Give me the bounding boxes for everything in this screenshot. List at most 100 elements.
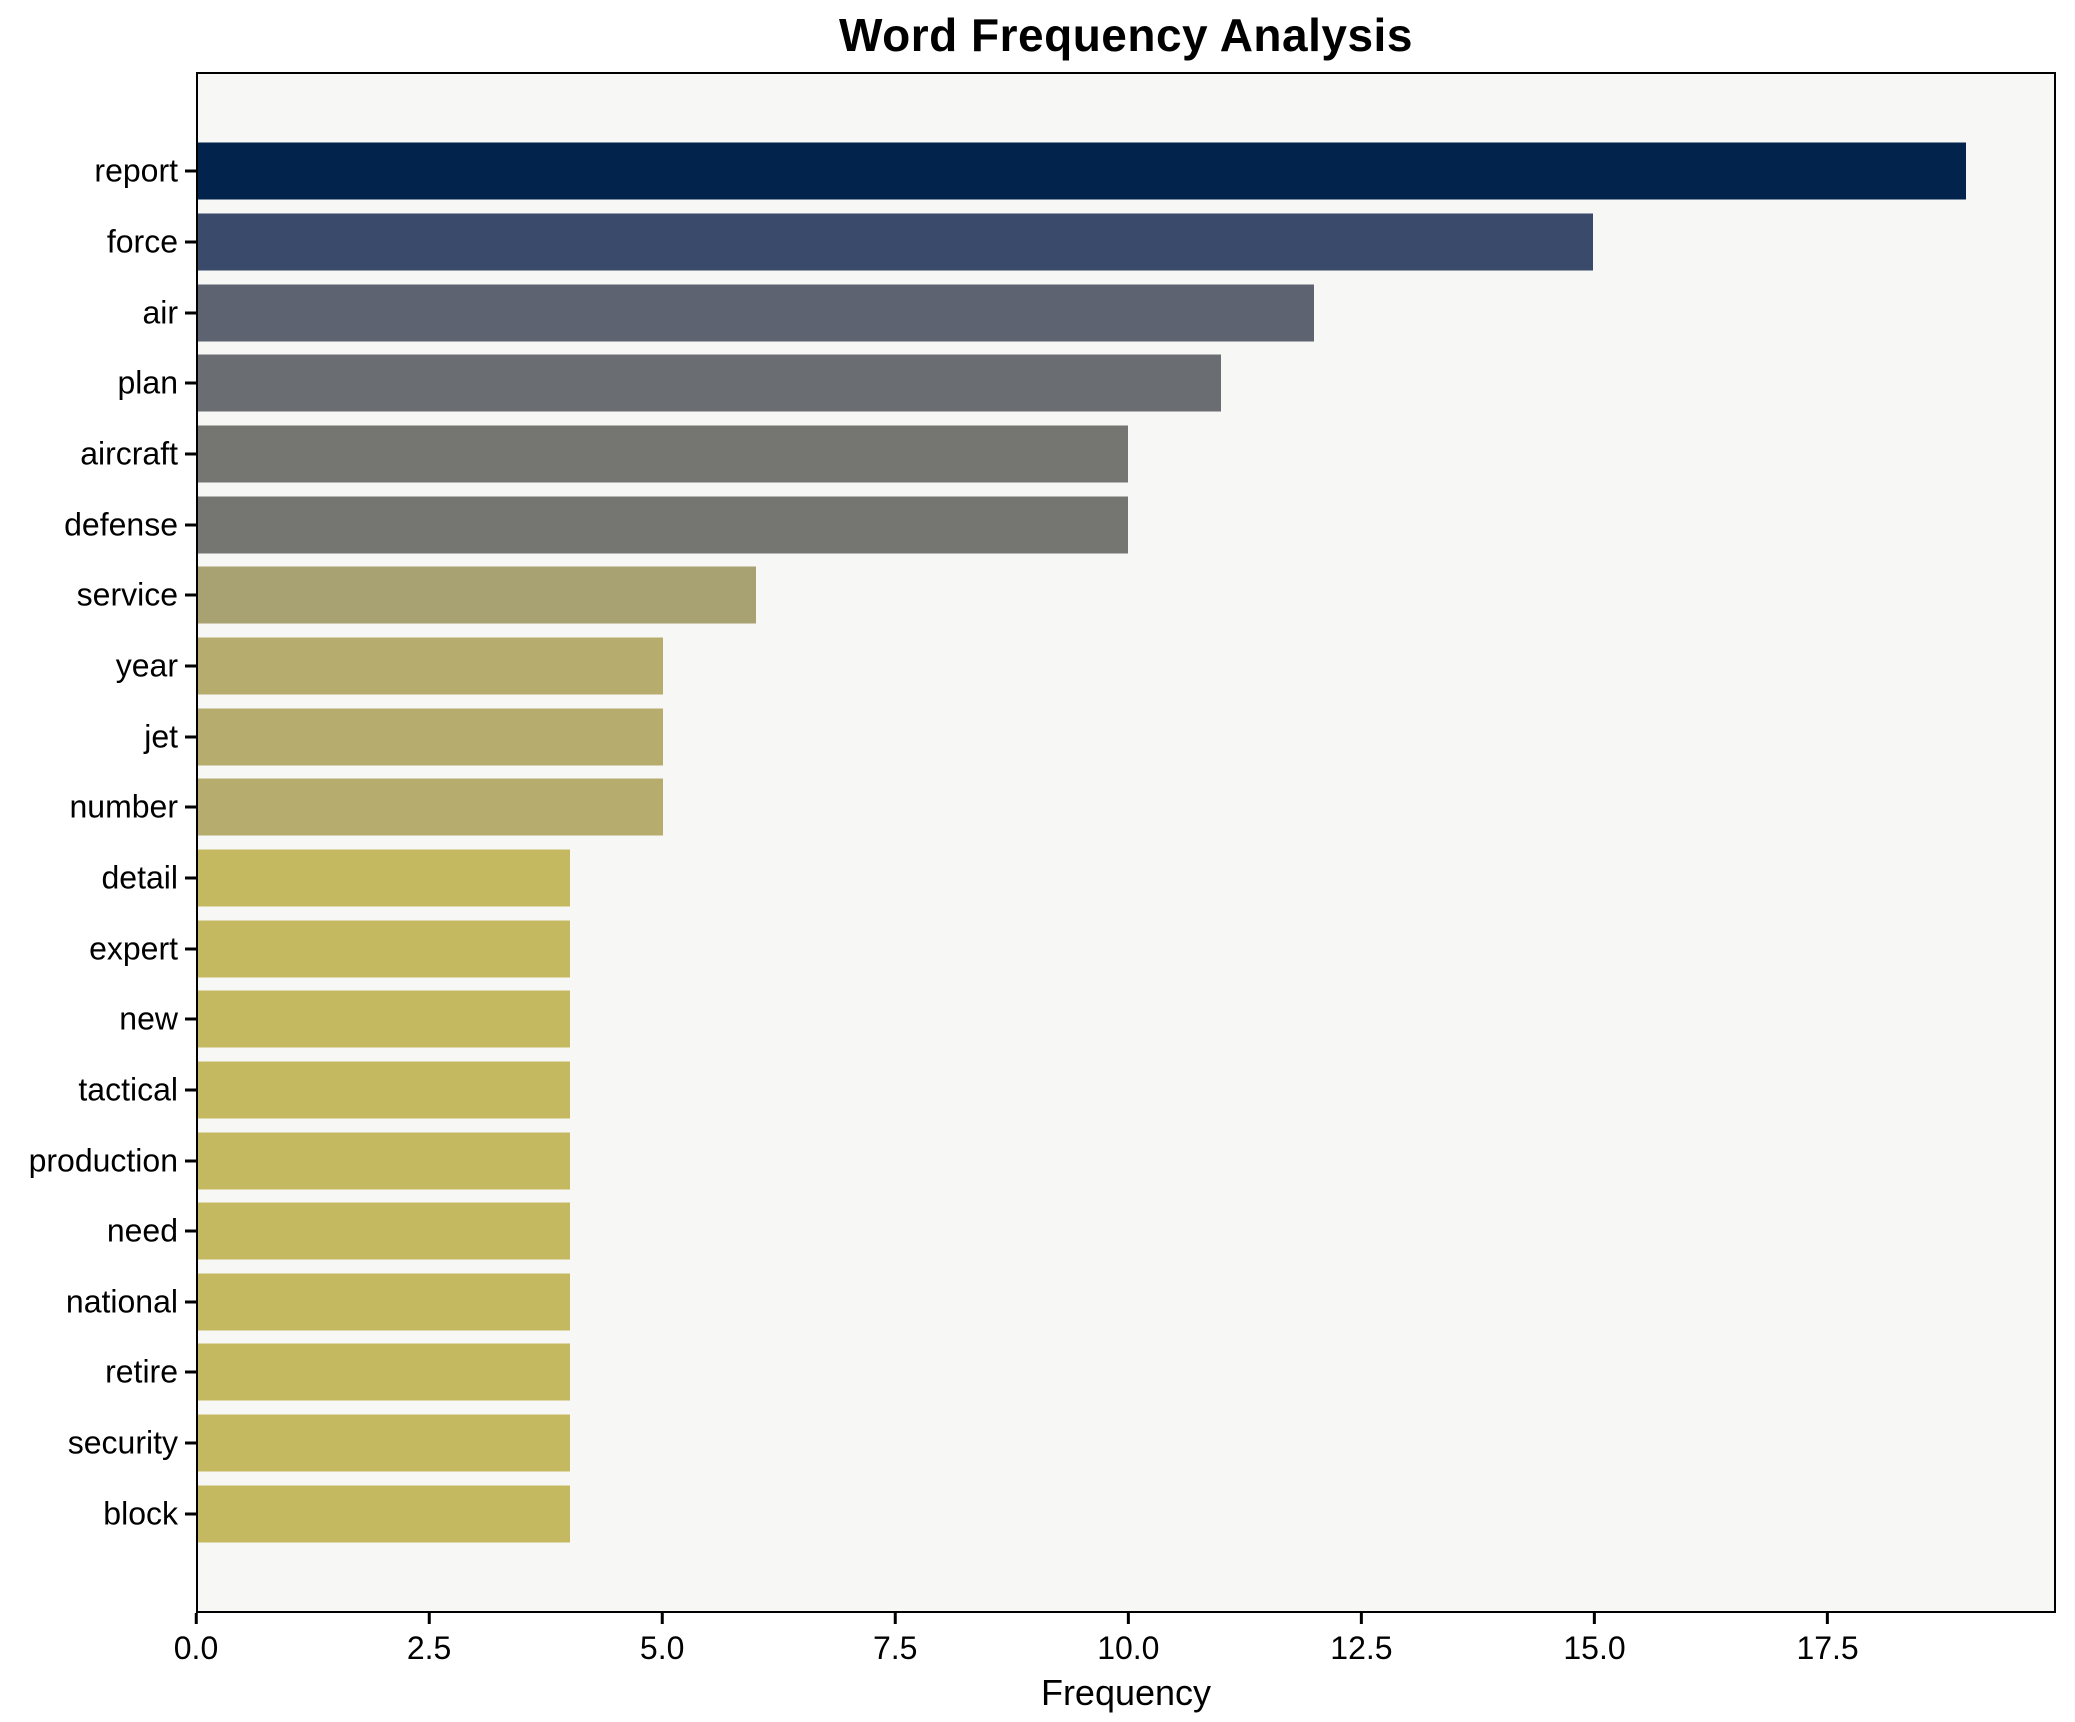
- y-tick-label: aircraft: [80, 435, 178, 472]
- y-tick-mark: [185, 1159, 196, 1163]
- y-tick-label: block: [103, 1495, 178, 1532]
- y-tick-label: need: [106, 1212, 178, 1249]
- x-tick: 7.5: [873, 1613, 917, 1667]
- y-tick-mark: [185, 1229, 196, 1233]
- x-tick-mark: [660, 1613, 664, 1624]
- bar-row: detail: [102, 843, 2054, 914]
- bar-year: [198, 637, 664, 695]
- y-tick-mark: [185, 452, 196, 456]
- x-tick: 5.0: [640, 1613, 684, 1667]
- bar-row: number: [70, 772, 2054, 843]
- x-tick-mark: [893, 1613, 897, 1624]
- bar-row: service: [77, 560, 2054, 631]
- bar-defense: [198, 496, 1129, 554]
- bar-row: new: [119, 984, 2054, 1055]
- bar-row: expert: [89, 913, 2054, 984]
- x-tick: 15.0: [1563, 1613, 1626, 1667]
- y-tick-mark: [185, 1300, 196, 1304]
- bar-report: [198, 142, 1966, 200]
- x-tick-label: 17.5: [1796, 1630, 1859, 1666]
- y-tick-mark: [185, 523, 196, 527]
- bar-row: air: [142, 277, 2054, 348]
- y-tick-label: report: [94, 152, 178, 189]
- bar-row: production: [29, 1125, 2054, 1196]
- bar-block: [198, 1485, 571, 1543]
- y-tick-label: year: [115, 647, 178, 684]
- x-axis-title: Frequency: [1040, 1672, 1212, 1713]
- y-tick-label: new: [119, 1000, 178, 1037]
- x-tick-label: 5.0: [639, 1630, 685, 1666]
- x-tick-mark: [194, 1613, 198, 1624]
- y-tick-mark: [185, 1017, 196, 1021]
- y-tick-label: jet: [144, 718, 178, 755]
- y-tick-label: number: [69, 788, 179, 825]
- bar-row: defense: [64, 489, 2054, 560]
- y-tick-mark: [185, 169, 196, 173]
- y-tick-label: national: [65, 1283, 178, 1320]
- bar-national: [198, 1273, 571, 1331]
- y-tick-label: expert: [89, 930, 178, 967]
- y-tick-mark: [185, 876, 196, 880]
- bar-row: block: [103, 1478, 2054, 1549]
- bar-row: retire: [105, 1337, 2054, 1408]
- x-tick-label: 12.5: [1330, 1630, 1393, 1666]
- bar-force: [198, 213, 1594, 271]
- x-tick: 0.0: [174, 1613, 218, 1667]
- x-tick-label: 10.0: [1097, 1630, 1160, 1666]
- bar-row: force: [107, 207, 2054, 278]
- bar-air: [198, 284, 1315, 342]
- bar-tactical: [198, 1061, 571, 1119]
- y-tick-mark: [185, 1441, 196, 1445]
- x-tick-mark: [427, 1613, 431, 1624]
- x-tick-label: 0.0: [173, 1630, 219, 1666]
- y-tick-mark: [185, 1088, 196, 1092]
- bar-row: plan: [118, 348, 2054, 419]
- bar-row: year: [116, 631, 2054, 702]
- y-tick-label: production: [28, 1142, 178, 1179]
- y-tick-label: air: [142, 294, 178, 331]
- bar-retire: [198, 1343, 571, 1401]
- bar-security: [198, 1414, 571, 1472]
- y-tick-mark: [185, 1370, 196, 1374]
- x-tick: 2.5: [407, 1613, 451, 1667]
- plot-area: report force air plan aircraft defense service…: [29, 72, 2056, 1613]
- x-axis: 0.0 2.5 5.0 7.5 10.0 12.5 15.0 17.5: [174, 1613, 2056, 1673]
- x-tick-label: 15.0: [1563, 1630, 1626, 1666]
- bar-aircraft: [198, 425, 1129, 483]
- y-tick-mark: [185, 1512, 196, 1516]
- x-tick-mark: [1126, 1613, 1130, 1624]
- bars-area: report force air plan aircraft defense service…: [29, 74, 2054, 1611]
- x-tick-mark: [1359, 1613, 1363, 1624]
- bar-row: jet: [144, 701, 2054, 772]
- y-tick-mark: [185, 240, 196, 244]
- bar-row: report: [94, 136, 2054, 207]
- bar-row: aircraft: [80, 419, 2054, 490]
- y-tick-label: tactical: [78, 1071, 178, 1108]
- bar-number: [198, 778, 664, 836]
- chart-title: Word Frequency Analysis: [839, 9, 1413, 61]
- bar-service: [198, 566, 757, 624]
- bar-row: tactical: [78, 1055, 2054, 1126]
- bar-jet: [198, 708, 664, 766]
- y-tick-mark: [185, 735, 196, 739]
- x-tick-label: 2.5: [406, 1630, 452, 1666]
- y-tick-mark: [185, 947, 196, 951]
- bar-row: national: [66, 1267, 2054, 1338]
- y-tick-mark: [185, 593, 196, 597]
- x-tick: 17.5: [1796, 1613, 1859, 1667]
- y-tick-label: detail: [101, 859, 179, 896]
- bar-row: security: [68, 1408, 2054, 1479]
- y-tick-label: security: [67, 1424, 178, 1461]
- bar-detail: [198, 849, 571, 907]
- y-tick-label: service: [76, 576, 178, 613]
- y-tick-label: retire: [105, 1353, 178, 1390]
- y-tick-mark: [185, 381, 196, 385]
- y-tick-label: plan: [117, 364, 179, 401]
- y-tick-label: defense: [64, 506, 178, 543]
- x-tick: 12.5: [1330, 1613, 1393, 1667]
- bar-expert: [198, 920, 571, 978]
- y-tick-label: force: [106, 223, 178, 260]
- bar-need: [198, 1202, 571, 1260]
- y-tick-mark: [185, 664, 196, 668]
